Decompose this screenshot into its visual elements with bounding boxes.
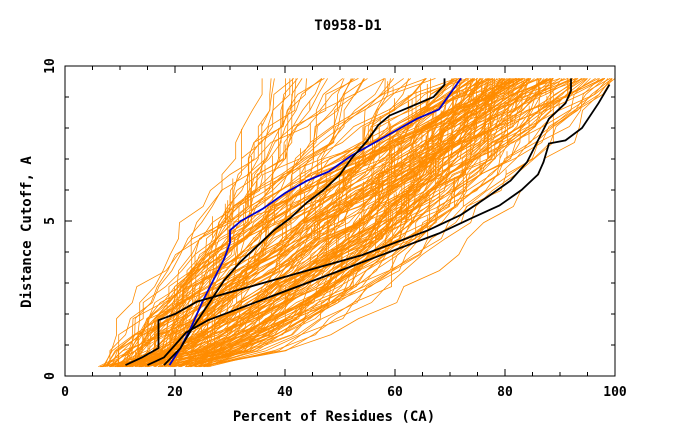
- model-curve: [131, 78, 475, 367]
- highlight-curve-3: [125, 78, 572, 366]
- x-axis: 0 20 40 60 80 100: [61, 66, 627, 400]
- x-tick-label: 80: [497, 385, 513, 400]
- model-curve: [196, 78, 612, 368]
- highlight-curve-4: [147, 84, 611, 366]
- model-curve: [136, 78, 460, 367]
- highlight-curve-2: [163, 78, 446, 366]
- model-curve: [210, 78, 365, 367]
- model-curve: [199, 78, 554, 368]
- highlight-curve-1: [168, 77, 462, 366]
- y-tick-label: 10: [43, 58, 58, 74]
- x-tick-label: 100: [603, 385, 627, 400]
- model-curve: [153, 78, 457, 367]
- model-curve: [104, 78, 569, 367]
- model-curve: [199, 78, 516, 367]
- model-curve: [160, 78, 542, 368]
- model-curve: [125, 78, 573, 368]
- y-tick-label: 5: [43, 217, 58, 225]
- model-curve: [109, 78, 325, 367]
- model-curve: [103, 78, 585, 367]
- model-curve: [195, 78, 328, 367]
- model-curve: [162, 78, 345, 368]
- model-curve: [117, 78, 483, 368]
- model-curve: [198, 78, 543, 368]
- model-curve: [164, 78, 541, 367]
- model-curve: [178, 78, 495, 368]
- model-curve: [114, 78, 502, 368]
- model-curve: [193, 78, 513, 368]
- x-axis-label: Percent of Residues (CA): [233, 409, 435, 425]
- model-curve: [141, 78, 263, 367]
- model-curve: [171, 78, 528, 368]
- x-tick-label: 60: [387, 385, 403, 400]
- model-curve: [155, 78, 475, 368]
- model-curve: [172, 78, 291, 367]
- model-curve: [203, 78, 391, 368]
- plot-area: [98, 77, 616, 368]
- model-curve: [127, 78, 385, 367]
- x-tick-label: 20: [167, 385, 183, 400]
- model-curve: [100, 78, 554, 368]
- model-curve: [203, 78, 469, 368]
- model-curve: [170, 78, 322, 367]
- model-curve: [119, 78, 535, 368]
- model-curve: [118, 78, 365, 368]
- model-curve: [120, 78, 588, 368]
- y-axis-label: Distance Cutoff, A: [19, 156, 35, 308]
- model-curve: [129, 78, 577, 368]
- chart-title: T0958-D1: [314, 18, 381, 34]
- model-curve: [173, 78, 591, 368]
- model-curve: [155, 78, 522, 367]
- model-curve: [172, 78, 427, 367]
- y-axis: 0 5 10: [43, 58, 615, 380]
- model-curve: [141, 78, 600, 368]
- x-tick-label: 40: [277, 385, 293, 400]
- model-curve: [161, 78, 299, 367]
- model-curve: [160, 78, 553, 368]
- model-curve: [158, 78, 586, 368]
- model-curve: [145, 78, 583, 368]
- x-tick-label: 0: [61, 385, 69, 400]
- model-curve: [208, 78, 526, 368]
- model-curve: [117, 78, 503, 367]
- model-curve: [111, 78, 606, 367]
- y-tick-label: 0: [43, 372, 58, 380]
- model-curve: [124, 78, 468, 368]
- model-curve: [112, 78, 545, 368]
- model-curve: [169, 78, 483, 367]
